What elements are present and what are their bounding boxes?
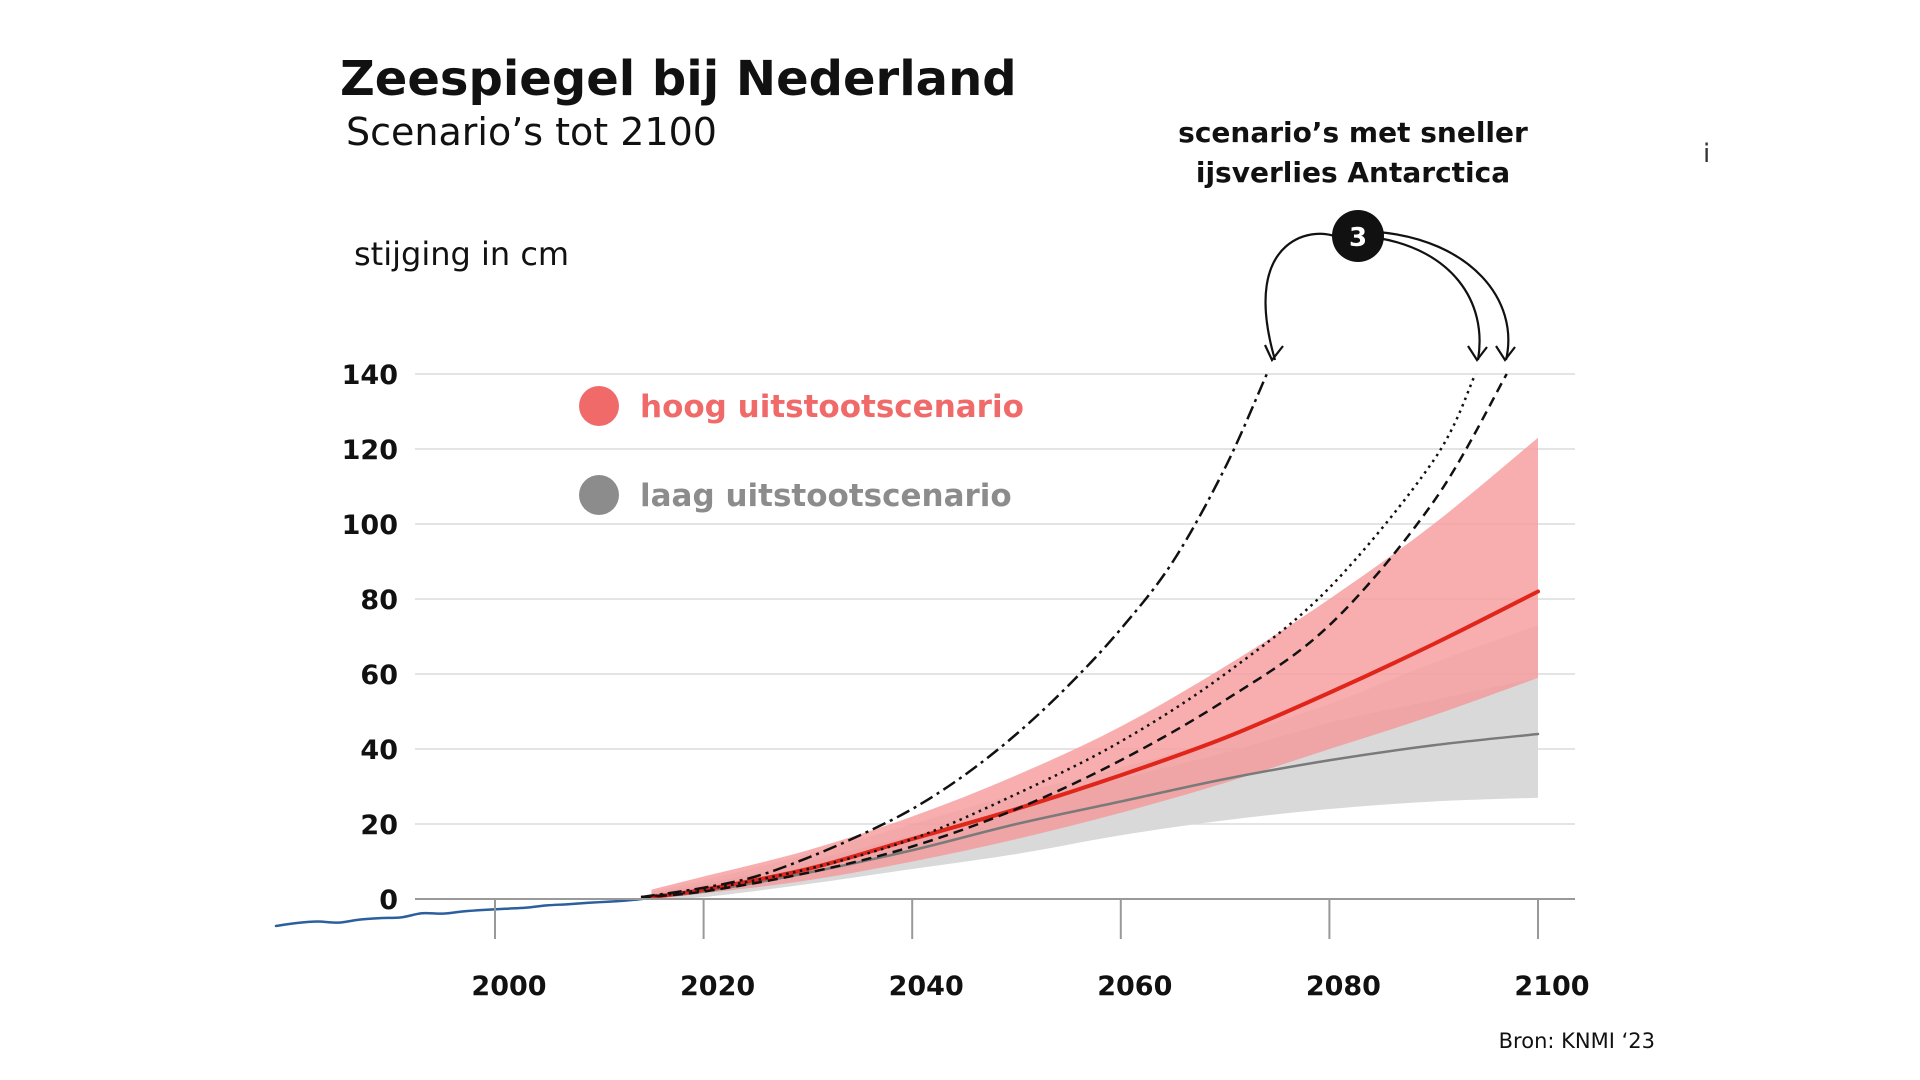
annotation-line-2: ijsverlies Antarctica: [1196, 156, 1510, 189]
x-tick-label-2000: 2000: [471, 971, 546, 1002]
legend-label-hoog: hoog uitstootscenario: [640, 389, 1024, 425]
series-laag: [650, 732, 1540, 899]
info-icon[interactable]: i: [1703, 139, 1710, 169]
arrow-to-dashed: [1377, 230, 1510, 361]
y-tick-label-140: 140: [342, 360, 398, 391]
series-antarctica-dashdot: [640, 373, 1268, 899]
chart-title: Zeespiegel bij Nederland: [340, 51, 1017, 107]
annotation-line-1: scenario’s met sneller: [1178, 116, 1528, 149]
y-axis-label: stijging in cm: [354, 235, 569, 273]
source-note: Bron: KNMI ‘23: [1499, 1029, 1655, 1053]
annotation-badge: [1332, 210, 1384, 262]
series-lines: [274, 373, 1540, 928]
x-tick-label-2080: 2080: [1306, 971, 1381, 1002]
x-tick-label-2020: 2020: [680, 971, 755, 1002]
y-tick-label-0: 0: [379, 885, 398, 916]
y-tick-label-120: 120: [342, 435, 398, 466]
y-tick-label-60: 60: [360, 660, 398, 691]
annotation-badge-number: 3: [1349, 223, 1367, 253]
arrowhead-dashed: [1495, 345, 1516, 362]
legend: hoog uitstootscenario laag uitstootscena…: [579, 386, 1024, 515]
arrow-to-dotted: [1377, 236, 1481, 361]
arrowhead-dotted: [1467, 345, 1488, 362]
annotation-arrows: 3: [1264, 210, 1516, 363]
x-tick-label-2100: 2100: [1514, 971, 1589, 1002]
arrow-to-dashdot: [1264, 232, 1339, 361]
y-tick-label-80: 80: [360, 585, 398, 616]
legend-swatch-hoog: [579, 386, 619, 426]
legend-label-laag: laag uitstootscenario: [640, 478, 1012, 514]
legend-swatch-laag: [579, 475, 619, 515]
series-antarctica-dashed: [640, 373, 1508, 899]
y-tick-label-40: 40: [360, 735, 398, 766]
y-tick-label-100: 100: [342, 510, 398, 541]
x-tick-label-2060: 2060: [1097, 971, 1172, 1002]
grid: [415, 373, 1575, 825]
chart-subtitle: Scenario’s tot 2100: [346, 110, 717, 154]
series-observed: [274, 896, 653, 928]
series-hoog: [649, 589, 1540, 900]
arrowhead-dashdot: [1264, 344, 1284, 363]
y-tick-label-20: 20: [360, 810, 398, 841]
x-tick-label-2040: 2040: [889, 971, 964, 1002]
